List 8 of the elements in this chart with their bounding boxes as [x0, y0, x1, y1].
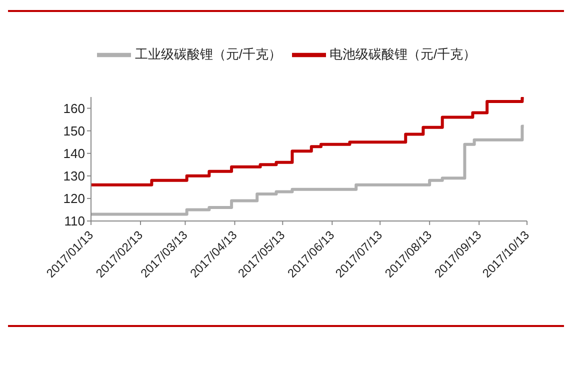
y-tick-label: 130	[63, 168, 85, 184]
y-tick-label: 150	[63, 123, 85, 138]
legend-label: 工业级碳酸锂（元/千克）	[134, 46, 282, 62]
legend-label: 电池级碳酸锂（元/千克）	[330, 46, 476, 62]
y-tick-label: 110	[64, 214, 85, 229]
y-tick-label: 160	[63, 100, 85, 116]
y-tick-label: 140	[63, 146, 85, 161]
y-tick-label: 120	[63, 191, 85, 206]
